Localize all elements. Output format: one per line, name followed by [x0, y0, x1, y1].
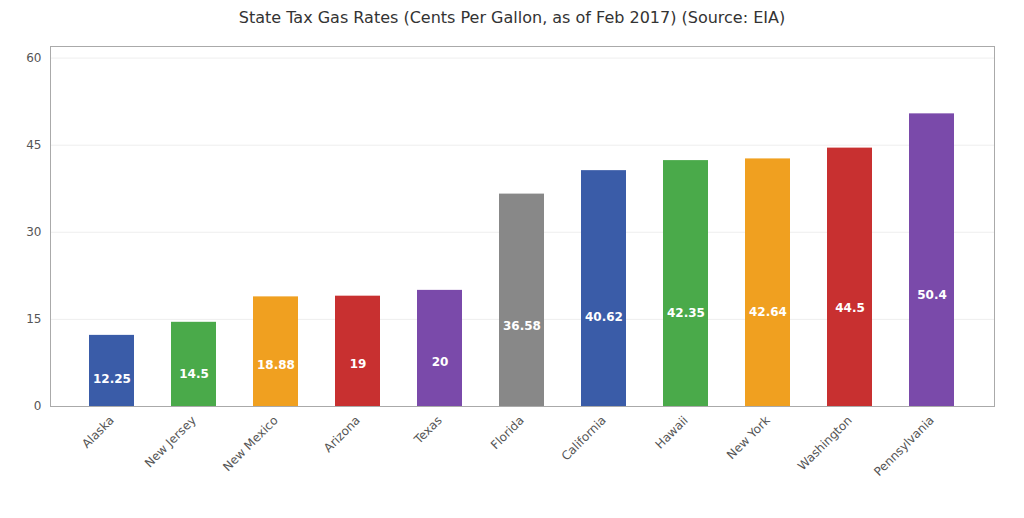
svg-text:New Jersey: New Jersey [142, 413, 199, 470]
svg-text:Texas: Texas [411, 413, 445, 447]
html-text:State Tax Gas Rates (Cents Per: State Tax Gas Rates (Cents Per Gallon, a… [238, 8, 786, 27]
svg-text:19: 19 [350, 357, 367, 371]
svg-text:42.64: 42.64 [749, 305, 787, 319]
svg-text:45: 45 [26, 138, 41, 152]
svg-text:40.62: 40.62 [585, 310, 623, 324]
svg-text:Florida: Florida [488, 413, 527, 452]
svg-text:12.25: 12.25 [93, 372, 131, 386]
svg-text:50.4: 50.4 [917, 288, 947, 302]
svg-text:0: 0 [34, 399, 42, 413]
svg-text:60: 60 [26, 51, 41, 65]
svg-text:15: 15 [26, 312, 41, 326]
svg-text:Alaska: Alaska [79, 413, 117, 451]
svg-text:30: 30 [26, 225, 41, 239]
svg-text:44.5: 44.5 [835, 301, 865, 315]
svg-text:Pennsylvania: Pennsylvania [871, 413, 937, 479]
svg-text:Hawaii: Hawaii [652, 413, 690, 451]
svg-text:18.88: 18.88 [257, 358, 295, 372]
svg-text:New Mexico: New Mexico [220, 413, 281, 474]
svg-text:20: 20 [432, 355, 449, 369]
svg-text:New York: New York [724, 413, 773, 462]
svg-text:Arizona: Arizona [321, 413, 363, 455]
svg-text:California: California [559, 413, 609, 463]
svg-text:42.35: 42.35 [667, 306, 705, 320]
svg-text:14.5: 14.5 [179, 367, 209, 381]
svg-text:36.58: 36.58 [503, 319, 541, 333]
svg-text:Washington: Washington [795, 413, 855, 473]
